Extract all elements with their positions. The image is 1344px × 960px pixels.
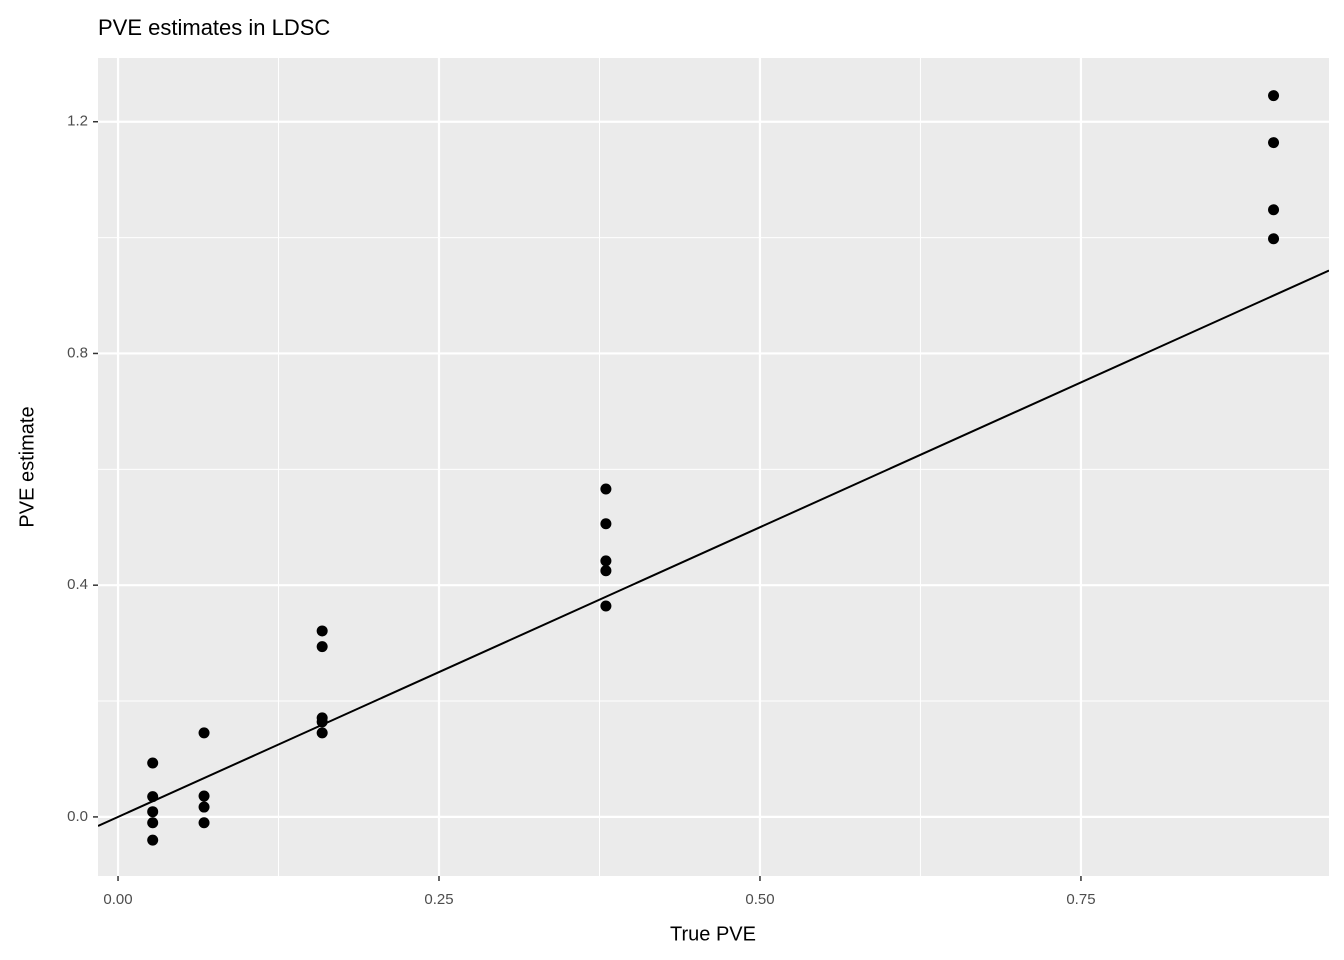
x-tick-label: 0.25 (424, 891, 453, 908)
point (1268, 204, 1280, 216)
plot-panel (98, 58, 1329, 876)
point (316, 625, 328, 637)
point (316, 641, 328, 653)
y-axis-title: PVE estimate (16, 406, 38, 527)
point (316, 716, 328, 728)
point (1268, 137, 1280, 149)
y-tick-label: 0.8 (67, 344, 88, 361)
point (198, 801, 210, 813)
reference-line (98, 269, 1329, 827)
point (1268, 90, 1280, 102)
point (147, 806, 159, 818)
point (147, 817, 159, 829)
point (600, 483, 612, 495)
point (198, 817, 210, 829)
x-axis-title: True PVE (670, 923, 756, 945)
x-tick-label: 0.75 (1066, 891, 1095, 908)
point (600, 555, 612, 567)
y-tick-label: 1.2 (67, 113, 88, 130)
point (147, 791, 159, 803)
point (600, 518, 612, 530)
y-tick-label: 0.4 (67, 576, 88, 593)
point (600, 600, 612, 612)
point (198, 790, 210, 802)
point (147, 834, 159, 846)
point (198, 727, 210, 739)
plot-area (98, 90, 1329, 846)
y-tick-label: 0.0 (67, 808, 88, 825)
chart-title: PVE estimates in LDSC (98, 15, 330, 40)
x-tick-label: 0.50 (745, 891, 774, 908)
x-tick-label: 0.00 (103, 891, 132, 908)
point (600, 565, 612, 577)
point (147, 757, 159, 769)
point (1268, 233, 1280, 245)
point (316, 727, 328, 739)
